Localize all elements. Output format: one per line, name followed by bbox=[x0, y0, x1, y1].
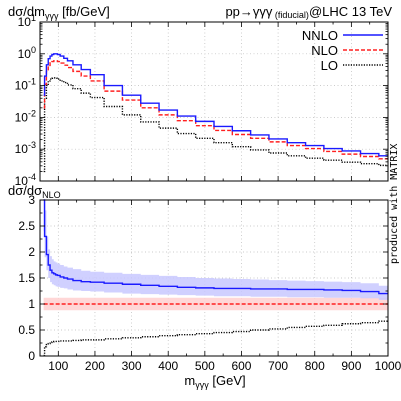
top-series-line-nnlo bbox=[43, 53, 388, 157]
ratio-line-nnlo bbox=[43, 199, 388, 295]
top-y-tick-label: 101 bbox=[18, 13, 36, 29]
matrix-watermark: produced with MATRIX bbox=[389, 144, 400, 264]
x-tick-label: 1000 bbox=[375, 359, 401, 373]
bottom-y-tick-label: 0 bbox=[28, 349, 35, 363]
legend-label-lo: LO bbox=[321, 58, 338, 73]
top-series-line-lo bbox=[43, 77, 388, 173]
top-ticks: 101 100 10-1 10-2 10-3 10-4 bbox=[15, 13, 389, 188]
bottom-y-tick-label: 2 bbox=[28, 245, 35, 259]
top-y-tick-label: 10-4 bbox=[15, 172, 36, 188]
ratio-band-nlo bbox=[43, 297, 388, 311]
x-tick-label: 900 bbox=[341, 359, 361, 373]
x-tick-label: 700 bbox=[268, 359, 288, 373]
top-y-tick-label: 10-1 bbox=[15, 77, 36, 93]
x-tick-label: 600 bbox=[231, 359, 251, 373]
bottom-series bbox=[43, 199, 388, 357]
legend: NNLO NLO LO bbox=[302, 28, 383, 73]
bottom-y-tick-label: 1.5 bbox=[18, 271, 35, 285]
bottom-ylabel: dσ/dσNLO bbox=[8, 183, 61, 200]
x-tick-label: 100 bbox=[48, 359, 68, 373]
ratio-line-lo bbox=[43, 320, 388, 357]
bottom-y-tick-label: 1 bbox=[28, 297, 35, 311]
x-tick-label: 200 bbox=[85, 359, 105, 373]
top-series bbox=[43, 53, 388, 173]
bottom-ticks: 100 200 300 400 500 600 700 800 900 1000 0 0.5 1 1.5 2… bbox=[18, 193, 401, 373]
bottom-y-tick-label: 2.5 bbox=[18, 219, 35, 233]
distribution-panel: 101 100 10-1 10-2 10-3 10-4 dσ/dmγγγ [fb/GeV]… bbox=[8, 4, 400, 264]
top-plot-frame bbox=[39, 21, 389, 182]
top-y-tick-label: 10-2 bbox=[15, 108, 36, 124]
bottom-y-tick-label: 3 bbox=[28, 193, 35, 207]
legend-label-nlo: NLO bbox=[311, 43, 338, 58]
ratio-panel: 100 200 300 400 500 600 700 800 900 1000 0 0.5 1 1.5 2… bbox=[8, 183, 401, 390]
x-tick-label: 400 bbox=[158, 359, 178, 373]
top-series-line-nlo bbox=[43, 60, 388, 160]
ratio-band-nnlo bbox=[43, 200, 388, 300]
x-axis-label: mγγγ [GeV] bbox=[184, 373, 245, 390]
process-label: pp→γγγ (fiducial)@LHC 13 TeV bbox=[225, 4, 392, 20]
top-y-tick-label: 100 bbox=[18, 45, 36, 61]
top-ylabel: dσ/dmγγγ [fb/GeV] bbox=[8, 4, 110, 21]
x-tick-label: 300 bbox=[122, 359, 142, 373]
x-tick-label: 500 bbox=[195, 359, 215, 373]
bottom-y-tick-label: 0.5 bbox=[18, 323, 35, 337]
top-y-tick-label: 10-3 bbox=[15, 140, 36, 156]
legend-label-nnlo: NNLO bbox=[302, 28, 338, 43]
x-tick-label: 800 bbox=[305, 359, 325, 373]
